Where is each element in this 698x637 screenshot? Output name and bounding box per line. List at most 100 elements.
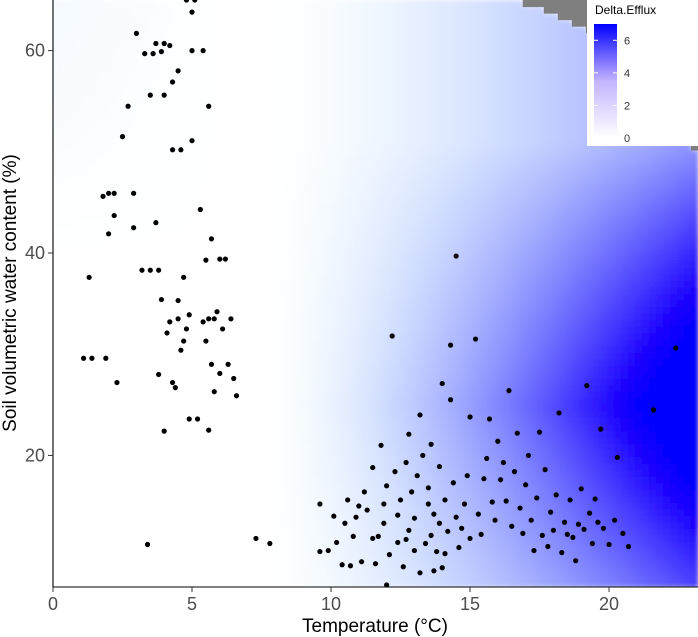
heat-cell xyxy=(200,476,208,484)
heat-cell xyxy=(130,71,138,79)
heat-cell xyxy=(270,0,278,8)
heat-cell xyxy=(88,195,96,203)
heat-cell xyxy=(291,534,299,542)
heat-cell xyxy=(368,319,377,327)
heat-cell xyxy=(249,391,257,399)
heat-cell xyxy=(81,339,89,347)
heat-cell xyxy=(340,352,349,360)
heat-cell xyxy=(242,182,250,190)
heat-cell xyxy=(291,52,299,60)
heat-cell xyxy=(347,241,356,249)
heat-cell xyxy=(396,352,405,360)
heat-cell xyxy=(228,469,236,477)
heat-cell xyxy=(361,332,370,340)
heat-cell xyxy=(228,417,236,425)
heat-cell xyxy=(298,273,306,282)
heat-cell xyxy=(235,221,243,229)
heat-cell xyxy=(291,573,299,582)
heat-cell xyxy=(200,110,208,118)
heat-cell xyxy=(284,91,292,99)
heat-cell xyxy=(221,91,229,99)
heat-cell xyxy=(116,195,124,203)
heat-cell xyxy=(235,32,243,40)
heat-cell xyxy=(60,234,68,242)
heat-cell xyxy=(200,502,208,510)
heat-cell xyxy=(333,117,342,125)
heat-cell xyxy=(305,352,314,360)
heat-cell xyxy=(151,521,159,529)
heat-cell xyxy=(389,182,398,190)
heat-cell xyxy=(305,293,314,301)
heat-cell xyxy=(200,469,208,477)
heat-cell xyxy=(256,515,264,523)
heat-cell xyxy=(228,293,236,301)
heat-cell xyxy=(102,136,110,145)
heat-cell xyxy=(291,117,299,125)
heat-cell xyxy=(200,410,208,419)
heat-cell xyxy=(347,97,356,105)
heat-cell xyxy=(95,521,103,529)
heat-cell xyxy=(74,560,82,569)
heat-cell xyxy=(382,39,391,47)
heat-cell xyxy=(312,176,321,184)
heat-cell xyxy=(74,450,82,458)
heat-cell xyxy=(221,247,229,255)
heat-cell xyxy=(347,136,356,145)
heat-cell xyxy=(123,221,131,229)
heat-cell xyxy=(179,293,187,301)
heat-cell xyxy=(424,547,433,555)
heat-cell xyxy=(410,313,419,321)
heat-cell xyxy=(284,306,292,314)
heat-cell xyxy=(165,580,173,587)
heat-cell xyxy=(151,286,159,295)
heat-cell xyxy=(207,91,215,99)
heat-cell xyxy=(326,417,335,425)
heat-cell xyxy=(312,443,321,451)
heat-cell xyxy=(116,508,124,516)
heat-cell xyxy=(382,110,391,118)
heat-cell xyxy=(172,234,180,242)
heat-cell xyxy=(60,313,68,321)
heat-cell xyxy=(81,560,89,569)
heat-cell xyxy=(242,123,250,132)
heat-cell xyxy=(298,482,306,490)
heat-cell xyxy=(137,78,145,86)
heat-cell xyxy=(123,371,131,379)
heat-cell xyxy=(270,580,278,587)
heat-cell xyxy=(319,234,328,242)
heat-cell xyxy=(368,247,377,255)
heat-cell xyxy=(88,430,96,438)
heat-cell xyxy=(81,326,89,334)
heat-cell xyxy=(319,163,328,171)
heat-cell xyxy=(95,45,103,53)
heat-cell xyxy=(403,560,412,569)
heat-cell xyxy=(354,45,363,53)
heat-cell xyxy=(340,65,349,73)
heat-cell xyxy=(151,378,159,386)
heat-cell xyxy=(361,78,370,86)
heat-cell xyxy=(88,489,96,497)
heat-cell xyxy=(207,215,215,223)
heat-cell xyxy=(207,110,215,118)
heat-cell xyxy=(95,313,103,321)
heat-cell xyxy=(270,450,278,458)
heat-cell xyxy=(305,143,314,151)
heat-cell xyxy=(270,182,278,190)
heat-cell xyxy=(193,404,201,412)
heat-cell xyxy=(249,436,257,445)
heat-cell xyxy=(389,541,398,549)
heat-cell xyxy=(382,384,391,392)
heat-cell xyxy=(410,150,419,158)
heat-cell xyxy=(221,515,229,523)
heat-cell xyxy=(298,417,306,425)
heat-cell xyxy=(88,267,96,275)
heat-cell xyxy=(410,469,419,477)
heat-cell xyxy=(207,221,215,229)
heat-cell xyxy=(354,150,363,158)
heat-cell xyxy=(193,515,201,523)
heat-cell xyxy=(305,417,314,425)
heat-cell xyxy=(81,436,89,445)
heat-cell xyxy=(354,508,363,516)
heat-cell xyxy=(165,339,173,347)
